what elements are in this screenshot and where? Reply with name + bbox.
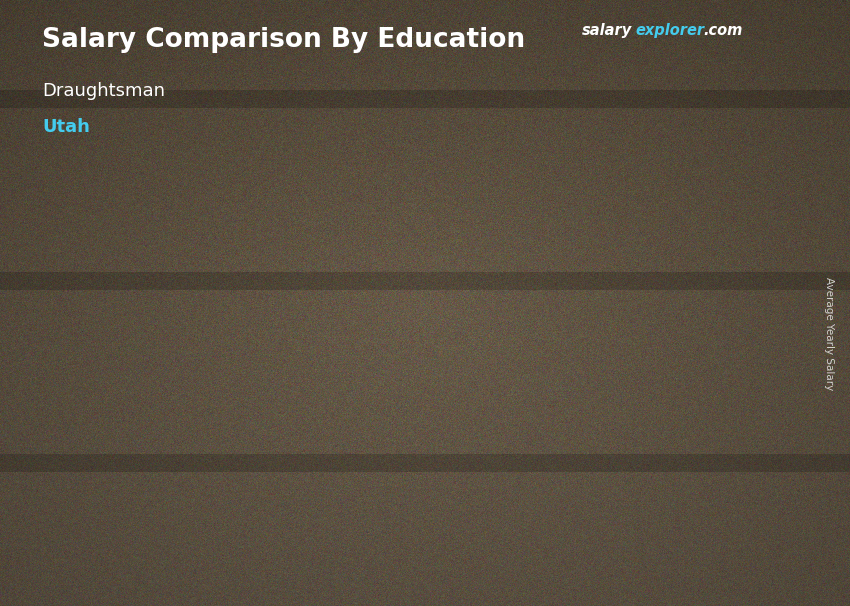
Bar xyxy=(710,88,795,91)
Bar xyxy=(710,70,744,91)
Bar xyxy=(710,106,795,109)
Bar xyxy=(710,76,795,79)
Text: 25,200 USD: 25,200 USD xyxy=(373,300,460,315)
Text: 34,800 USD: 34,800 USD xyxy=(611,226,698,241)
Bar xyxy=(710,73,795,76)
Text: +38%: +38% xyxy=(497,171,574,195)
Text: Average Yearly Salary: Average Yearly Salary xyxy=(824,277,834,390)
Bar xyxy=(229,385,239,521)
Bar xyxy=(710,100,795,103)
Bar xyxy=(710,97,795,100)
Bar xyxy=(366,327,467,331)
Bar xyxy=(705,253,715,521)
Bar xyxy=(128,385,229,389)
Text: salary: salary xyxy=(582,23,632,38)
Text: .com: .com xyxy=(704,23,743,38)
Bar xyxy=(592,253,604,521)
Bar xyxy=(710,91,795,94)
Text: Draughtsman: Draughtsman xyxy=(42,82,166,100)
Bar xyxy=(710,103,795,106)
Bar xyxy=(710,70,795,73)
Bar xyxy=(354,327,366,521)
Text: explorer: explorer xyxy=(636,23,705,38)
Bar xyxy=(604,253,705,521)
Bar xyxy=(116,385,128,521)
Bar xyxy=(710,85,795,88)
Bar xyxy=(128,385,229,521)
Text: +43%: +43% xyxy=(259,261,336,285)
Bar xyxy=(366,327,467,521)
Bar xyxy=(467,327,477,521)
Bar xyxy=(710,79,795,82)
Text: 17,600 USD: 17,600 USD xyxy=(135,359,222,374)
Text: Salary Comparison By Education: Salary Comparison By Education xyxy=(42,27,525,53)
Bar xyxy=(710,94,795,97)
Bar xyxy=(710,82,795,85)
Bar xyxy=(604,253,705,259)
Text: Utah: Utah xyxy=(42,118,90,136)
